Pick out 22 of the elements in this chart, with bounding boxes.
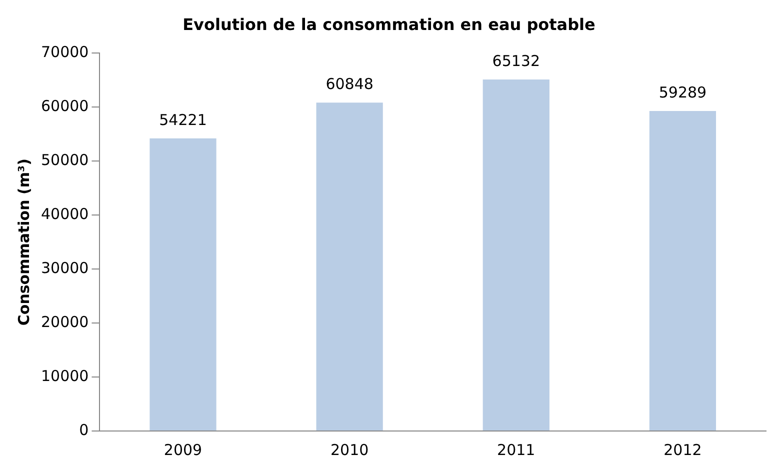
- y-tick-label: 10000: [41, 366, 89, 385]
- y-axis-title: Consommation (m³): [14, 158, 33, 326]
- chart-title: Evolution de la consommation en eau potable: [182, 14, 596, 34]
- data-label: 54221: [159, 110, 207, 129]
- bar: [150, 138, 216, 430]
- x-tick-label: 2009: [164, 440, 202, 459]
- bar: [649, 111, 716, 430]
- bar: [482, 79, 550, 430]
- y-tick-label: 40000: [41, 205, 89, 224]
- y-tick-label: 60000: [41, 97, 89, 116]
- y-tick-label: 50000: [41, 151, 89, 170]
- y-tick-label: 0: [79, 420, 89, 439]
- data-label: 60848: [326, 74, 374, 93]
- y-tick-label: 70000: [41, 43, 89, 62]
- x-tick-label: 2011: [497, 440, 536, 459]
- bar: [316, 102, 383, 430]
- x-tick-label: 2010: [330, 440, 369, 459]
- data-label: 65132: [492, 52, 540, 70]
- x-tick-label: 2012: [664, 440, 702, 459]
- y-tick-label: 20000: [41, 312, 89, 331]
- data-label: 59289: [658, 83, 707, 102]
- y-tick-label: 30000: [41, 258, 89, 277]
